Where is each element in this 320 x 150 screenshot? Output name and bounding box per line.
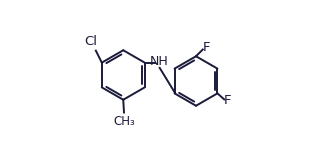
Text: NH: NH: [149, 55, 168, 68]
Text: F: F: [202, 42, 210, 54]
Text: Cl: Cl: [84, 35, 97, 48]
Text: CH₃: CH₃: [113, 115, 135, 128]
Text: F: F: [224, 94, 231, 107]
